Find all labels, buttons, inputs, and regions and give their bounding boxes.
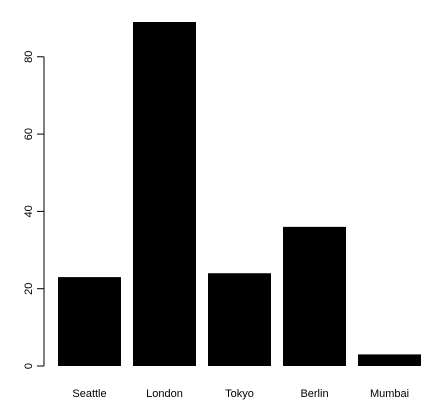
x-category-label: Tokyo — [225, 388, 254, 400]
x-category-label: London — [146, 388, 183, 400]
bar-tokyo — [208, 273, 271, 366]
x-category-label: Berlin — [300, 388, 328, 400]
y-tick-label: 80 — [23, 51, 35, 63]
bar-seattle — [58, 277, 121, 366]
bar-mumbai — [358, 354, 421, 366]
bars — [58, 22, 421, 366]
y-tick-label: 0 — [23, 363, 35, 369]
bar-berlin — [283, 226, 346, 366]
x-category-label: Seattle — [72, 388, 106, 400]
x-category-label: Mumbai — [370, 388, 409, 400]
x-axis-labels: Seattle London Tokyo Berlin Mumbai — [72, 388, 409, 400]
y-tick-label: 60 — [23, 128, 35, 140]
bar-london — [133, 22, 196, 366]
y-tick-label: 40 — [23, 205, 35, 217]
y-axis: 0 20 40 60 80 — [23, 51, 45, 369]
y-tick-label: 20 — [23, 283, 35, 295]
